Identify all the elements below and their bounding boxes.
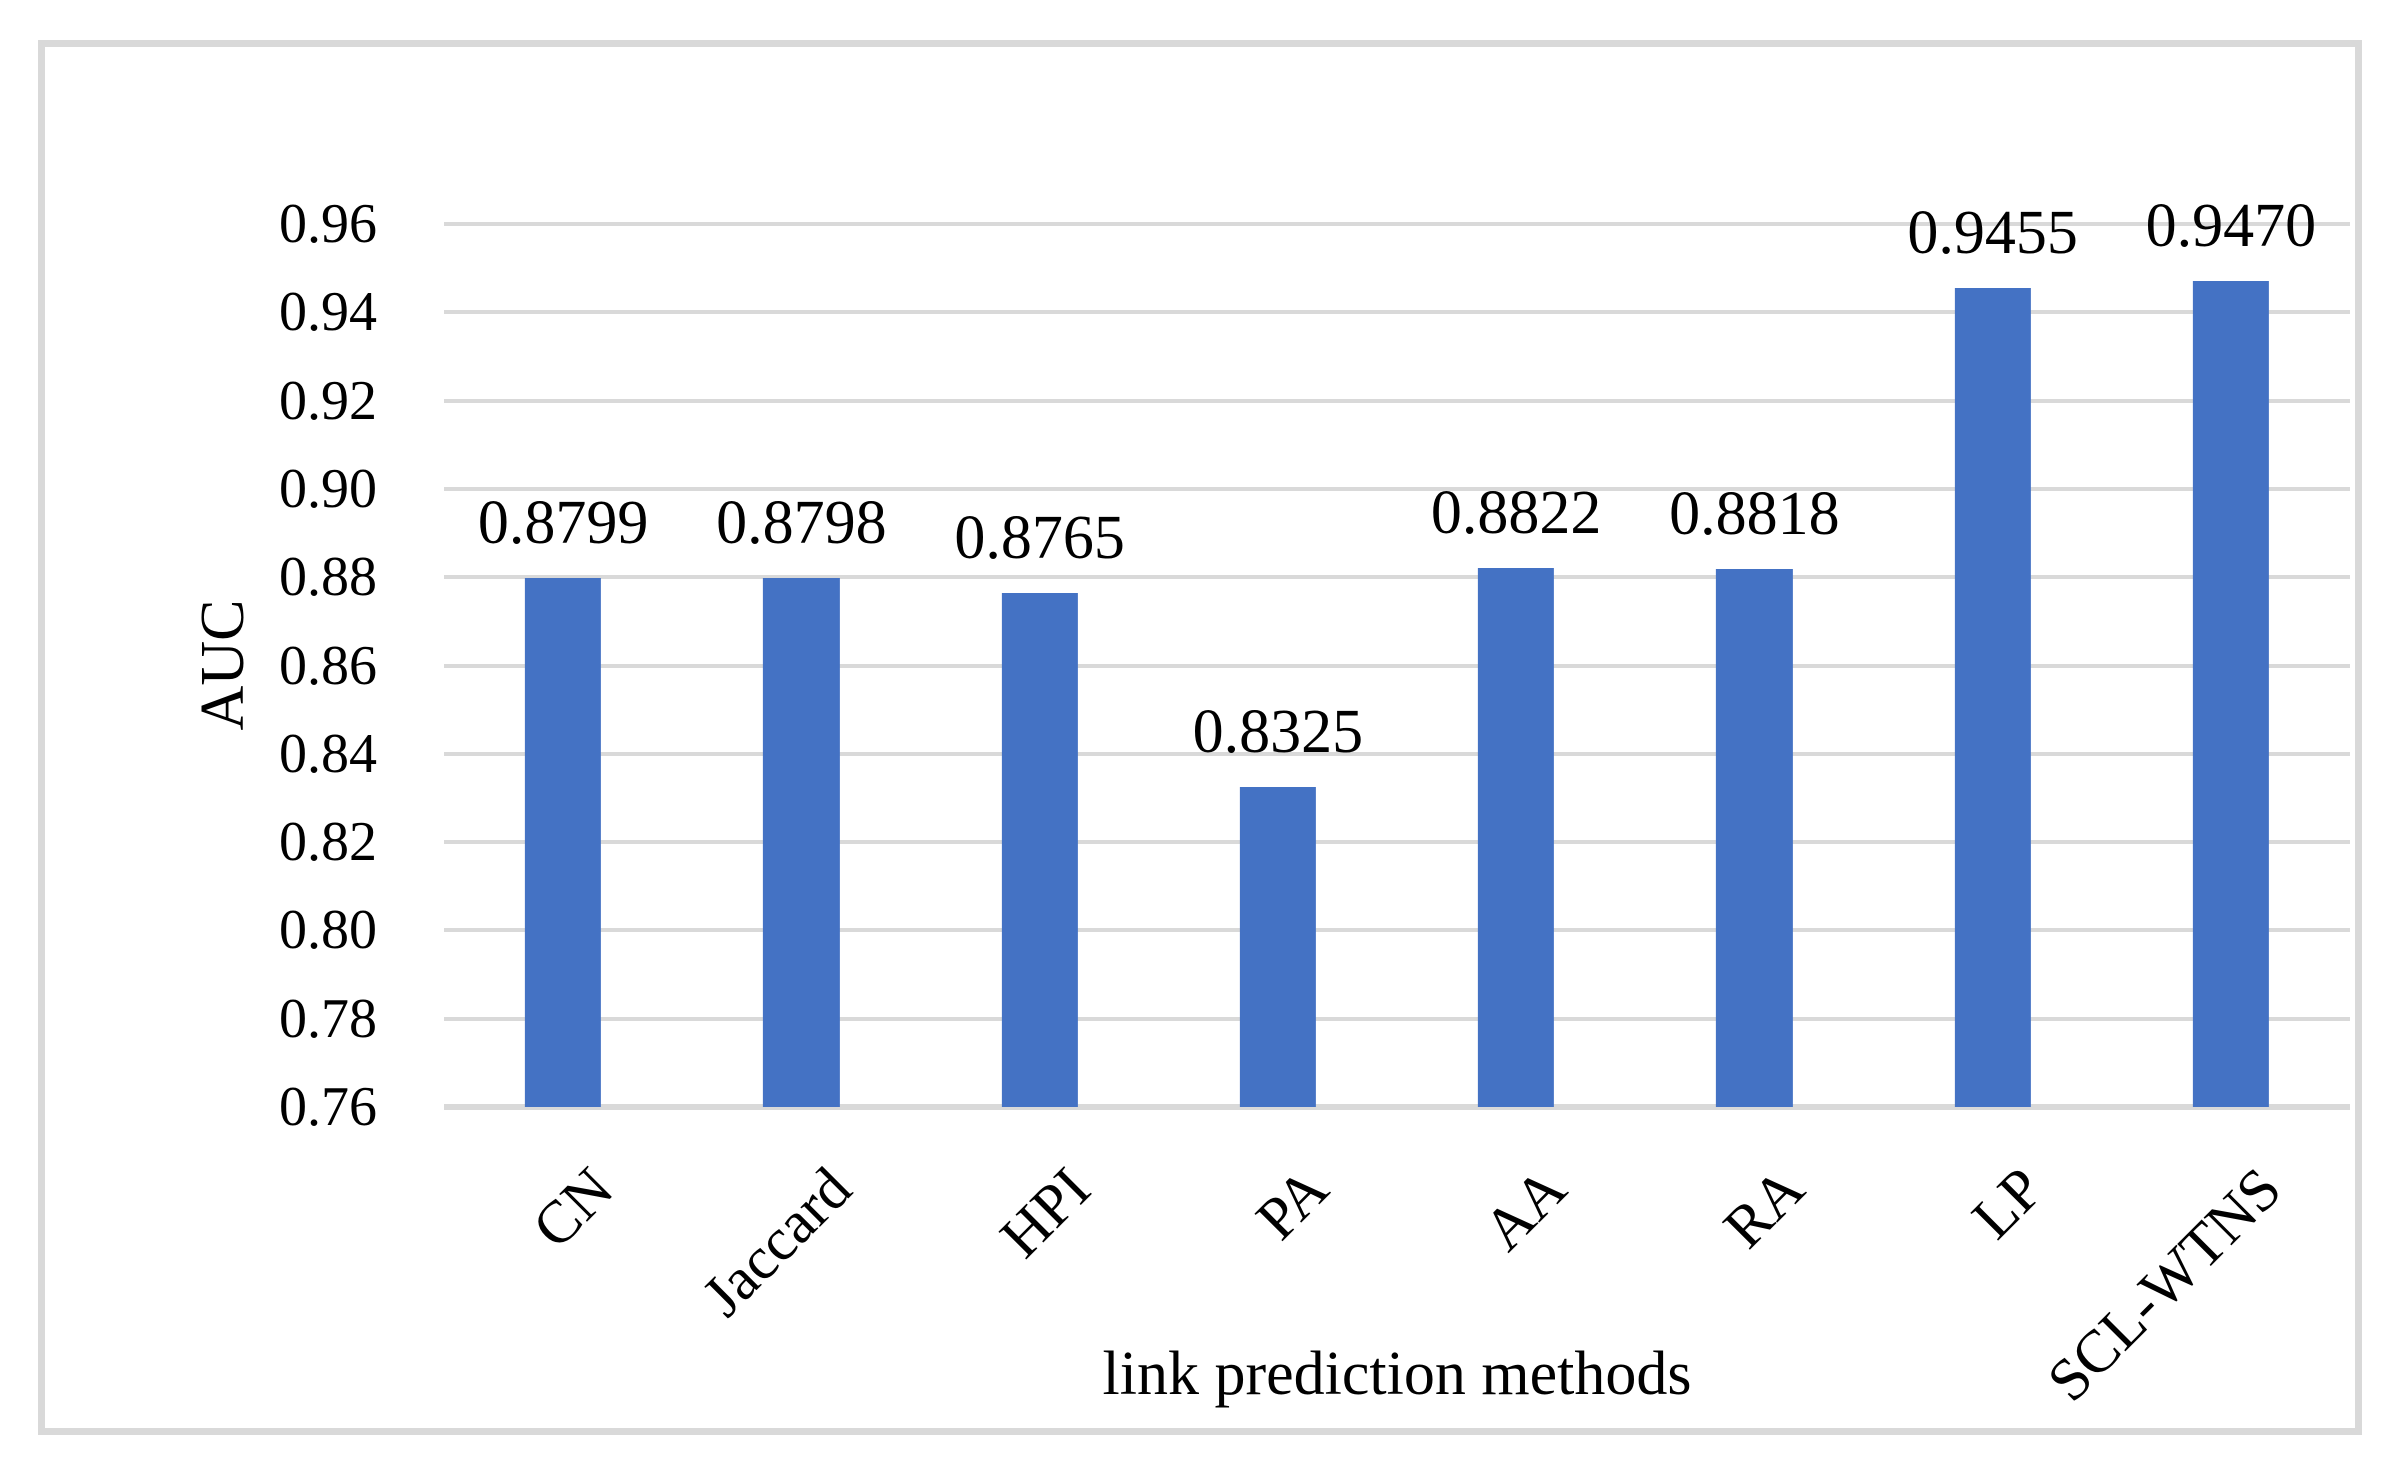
y-tick-label: 0.88 — [279, 546, 377, 609]
x-category-label-text: AA — [1470, 1154, 1579, 1263]
y-tick-label: 0.96 — [279, 193, 377, 255]
bar — [525, 577, 602, 1107]
gridline — [444, 928, 2350, 933]
x-category-label-text: SCL-WTNS — [2034, 1154, 2294, 1414]
bar-value-label: 0.9470 — [2145, 192, 2317, 261]
chart-frame: AUC 0.8799 CN 0.8798 Jaccard 0.8765 HPI 0.8325… — [38, 40, 2362, 1435]
bar-value-label: 0.8765 — [954, 503, 1125, 572]
bar — [1716, 569, 1793, 1107]
x-category-label-text: PA — [1243, 1154, 1341, 1252]
x-category-label-text: Jaccard — [690, 1154, 864, 1329]
y-tick-label: 0.90 — [279, 457, 377, 520]
gridline — [444, 840, 2350, 845]
bar — [1001, 592, 1078, 1107]
bar-value-label: 0.8818 — [1669, 480, 1840, 549]
x-category-label-text: LP — [1958, 1154, 2056, 1252]
gridline — [444, 486, 2350, 491]
gridline — [444, 751, 2350, 756]
x-category-label-text: HPI — [987, 1154, 1103, 1270]
bar-value-label: 0.8799 — [477, 488, 649, 557]
gridline — [444, 398, 2350, 403]
y-tick-label: 0.82 — [279, 811, 377, 874]
y-tick-label: 0.76 — [279, 1076, 377, 1138]
y-tick-label: 0.80 — [279, 899, 377, 962]
y-tick-label: 0.86 — [279, 634, 377, 697]
gridline — [444, 575, 2350, 580]
y-tick-label: 0.84 — [279, 722, 377, 785]
bar — [2192, 281, 2269, 1107]
x-category-label-text: CN — [520, 1154, 626, 1261]
bar-value-label: 0.8798 — [716, 489, 887, 558]
bar — [1954, 288, 2031, 1107]
gridline — [444, 1016, 2350, 1021]
y-tick-label: 0.92 — [279, 369, 377, 432]
gridline — [444, 222, 2350, 226]
bar-value-label: 0.8822 — [1430, 478, 1602, 547]
bar — [1239, 786, 1316, 1107]
y-tick-label: 0.78 — [279, 987, 377, 1050]
x-axis-line — [444, 1104, 2350, 1110]
gridline — [444, 663, 2350, 668]
y-axis-ticks: 0.76 0.78 0.80 0.82 0.84 0.86 0.88 0.90 0.92 0.94… — [45, 196, 377, 1135]
bar-value-label: 0.9455 — [1907, 199, 2078, 268]
x-category-label-text: RA — [1711, 1154, 1817, 1261]
x-axis-title: link prediction methods — [1102, 1340, 1692, 1408]
plot-area: 0.8799 CN 0.8798 Jaccard 0.8765 HPI 0.8325 PA 0.… — [444, 195, 2350, 1414]
gridline — [444, 310, 2350, 315]
bar-value-label: 0.8325 — [1192, 697, 1364, 766]
bar — [763, 578, 840, 1107]
y-tick-label: 0.94 — [279, 281, 377, 344]
bar — [1478, 567, 1555, 1107]
